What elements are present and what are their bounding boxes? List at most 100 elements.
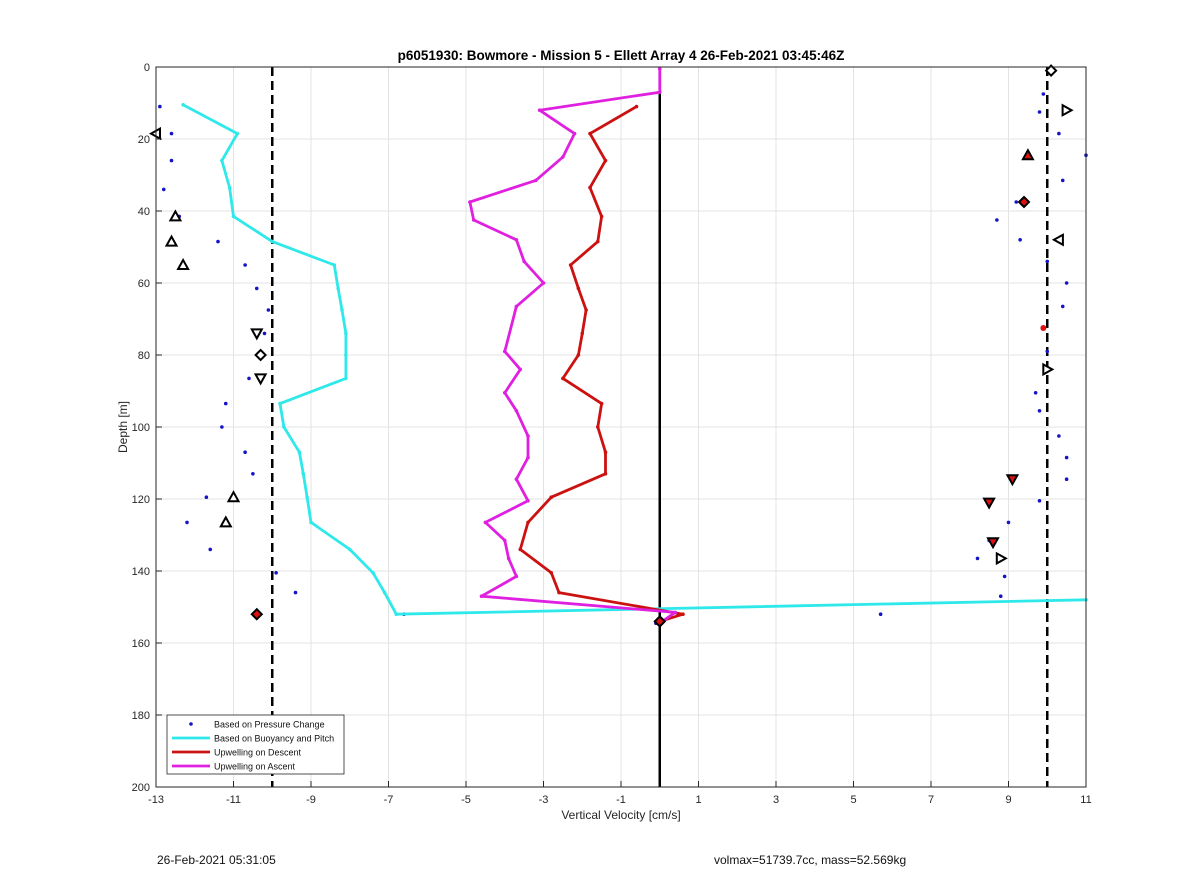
right-triangle-marker (995, 551, 1008, 566)
descent-upwelling-line-vertex (599, 214, 604, 219)
pressure-change-point (262, 331, 267, 336)
pressure-change-point (995, 218, 999, 222)
descent-upwelling-line-vertex (603, 158, 608, 163)
ascent-upwelling-line-vertex (502, 538, 507, 543)
ascent-upwelling-line-vertex (526, 434, 530, 438)
pressure-change-point (169, 131, 174, 136)
pressure-change-point (204, 495, 209, 500)
pressure-change-point (254, 286, 259, 291)
ascent-upwelling-line-vertex (479, 594, 484, 598)
ascent-upwelling-line-vertex (502, 349, 507, 354)
y-tick-label: 40 (138, 206, 150, 218)
ascent-upwelling-line-vertex (514, 477, 519, 482)
pressure-change-point (1064, 455, 1069, 460)
pressure-change-point (998, 594, 1003, 598)
x-tick-label: 1 (695, 794, 701, 806)
buoyancy-pitch-line-vertex (270, 239, 275, 244)
pressure-change-point (1057, 434, 1061, 438)
pressure-change-point (158, 104, 162, 109)
pressure-change-point (1033, 391, 1038, 395)
ascent-upwelling-line-vertex (468, 200, 472, 204)
x-tick-label: 5 (850, 794, 856, 806)
buoyancy-pitch-line-vertex (340, 308, 344, 312)
down-triangle-marker (1005, 474, 1020, 487)
buoyancy-pitch-line-vertex (394, 612, 399, 616)
y-tick-label: 180 (132, 710, 150, 722)
ascent-upwelling-line-vertex (533, 178, 538, 183)
x-tick-label: -7 (384, 794, 394, 806)
pressure-change-point (1064, 477, 1069, 482)
y-tick-label: 20 (138, 134, 150, 146)
descent-upwelling-line-vertex (561, 376, 565, 381)
legend-label: Upwelling on Descent (214, 748, 302, 758)
grid (155, 66, 1087, 788)
ascent-upwelling-line-vertex (514, 238, 519, 242)
y-tick-label: 60 (138, 278, 150, 290)
glider-parameters: volmax=51739.7cc, mass=52.569kg (714, 853, 907, 867)
descent-upwelling-line-vertex (526, 520, 530, 525)
buoyancy-pitch-line-vertex (301, 472, 306, 476)
pressure-change-point (1037, 409, 1042, 413)
descent-upwelling-line-vertex (588, 185, 592, 190)
ascent-upwelling-line-vertex (541, 281, 546, 285)
x-axis-label: Vertical Velocity [cm/s] (561, 808, 680, 822)
buoyancy-pitch-line-vertex (347, 547, 352, 552)
up-triangle-marker (226, 490, 241, 503)
buoyancy-pitch-line-vertex (231, 214, 236, 219)
buoyancy-pitch-line-vertex (297, 450, 302, 455)
ascent-upwelling-line-vertex (561, 155, 565, 159)
red-dot-marker (1040, 325, 1047, 331)
pressure-change-point (169, 158, 174, 163)
ascent-upwelling-line-vertex (471, 218, 476, 222)
data-series (158, 67, 1088, 625)
pressure-change-point (1014, 200, 1019, 204)
buoyancy-pitch-line-vertex (344, 353, 348, 357)
buoyancy-pitch-line-vertex (181, 103, 185, 107)
pressure-change-point (266, 308, 271, 312)
up-triangle-marker (168, 209, 183, 222)
ascent-upwelling-line-vertex (572, 131, 577, 136)
diamond-triangle-marker (653, 614, 667, 628)
descent-upwelling-line-vertex (584, 308, 588, 312)
pressure-change-point (161, 187, 166, 192)
x-tick-label: -13 (148, 794, 164, 806)
x-tick-label: -11 (226, 794, 241, 806)
ascent-upwelling-line-vertex (502, 391, 507, 395)
descent-upwelling-line-vertex (580, 331, 585, 336)
diamond-triangle-marker (254, 348, 268, 362)
x-tick-label: -9 (306, 794, 316, 806)
x-tick-label: 3 (773, 794, 779, 806)
descent-upwelling-line-vertex (557, 590, 561, 595)
legend-box (166, 714, 345, 775)
descent-upwelling-line-vertex (603, 472, 608, 476)
diamond-triangle-marker (1044, 64, 1058, 78)
y-tick-label: 200 (132, 782, 150, 794)
buoyancy-pitch-line-vertex (282, 425, 286, 429)
pressure-change-point (1037, 110, 1042, 114)
pressure-change-point (208, 547, 213, 552)
legend-label: Based on Buoyancy and Pitch (214, 734, 334, 744)
ascent-upwelling-line-vertex (506, 556, 511, 561)
diamond-triangle-marker (250, 607, 264, 621)
down-triangle-marker (250, 328, 264, 341)
x-tick-label: 11 (1080, 794, 1091, 806)
descent-upwelling-line-vertex (603, 450, 608, 455)
descent-upwelling-line-vertex (634, 104, 639, 109)
descent-upwelling-line-vertex (588, 131, 592, 136)
descent-upwelling-line-vertex (549, 571, 554, 575)
buoyancy-pitch-line-vertex (278, 401, 282, 406)
pressure-change-point (220, 425, 224, 429)
pressure-change-point (1041, 92, 1046, 96)
diamond-triangle-marker (1017, 195, 1031, 209)
descent-upwelling-line-vertex (518, 547, 523, 552)
down-triangle-marker (986, 537, 1000, 550)
ascent-upwelling-line-vertex (483, 520, 488, 525)
ascent-upwelling-line-vertex (657, 90, 662, 94)
down-triangle-marker (253, 373, 268, 386)
pressure-change-point (878, 612, 883, 616)
buoyancy-pitch-line-vertex (309, 520, 313, 525)
y-tick-label: 80 (138, 350, 150, 362)
pressure-change-point (274, 571, 278, 575)
pressure-change-point (1006, 520, 1011, 525)
